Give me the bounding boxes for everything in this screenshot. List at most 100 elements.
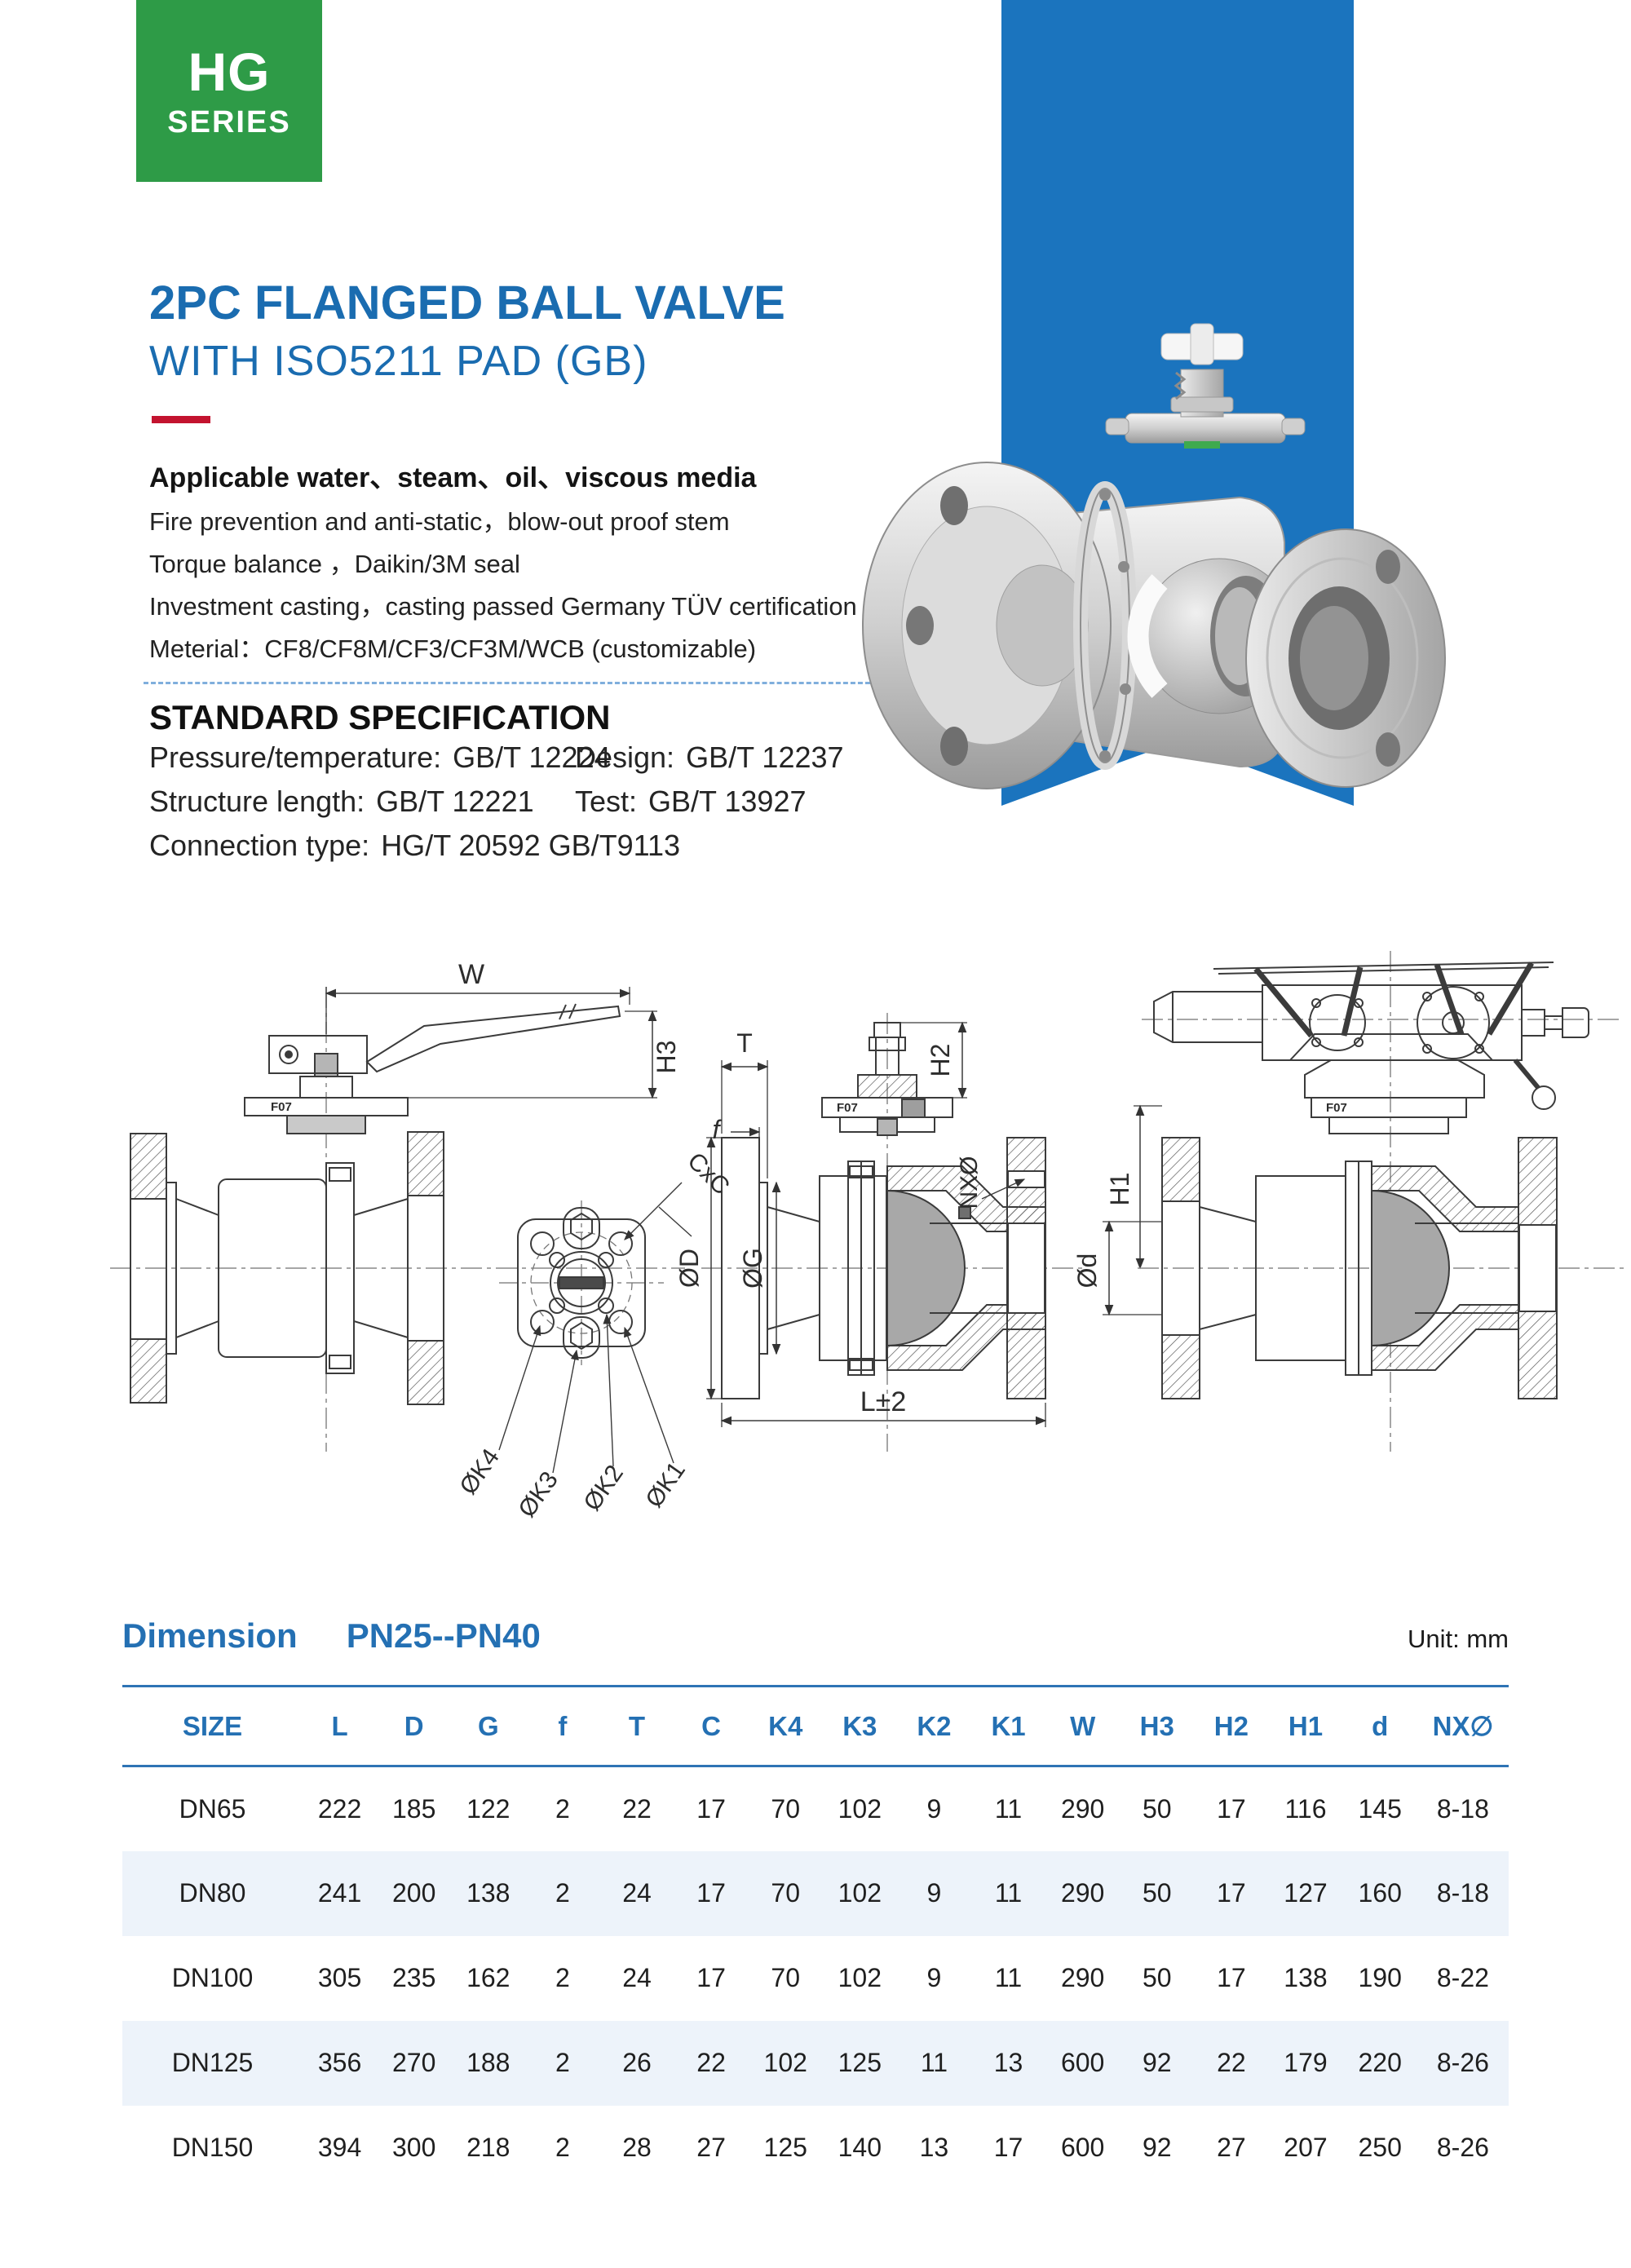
table-row-DN80: DN80 241 200 138 2 24 17 70 102 9 11 290 50 17 127 160 8… (122, 1850, 1509, 1936)
column-header-T: T (599, 1685, 674, 1767)
value-cell: 270 (391, 2048, 436, 2077)
dim-label-dd: Ød (1072, 1253, 1102, 1289)
column-header-K3: K3 (822, 1685, 897, 1767)
value-cell: 17 (696, 1793, 726, 1824)
spec-label: Test: (575, 785, 638, 818)
column-header-K4: K4 (748, 1685, 823, 1767)
table-unit: Unit: mm (1408, 1625, 1509, 1653)
value-cell: 162 (466, 1963, 511, 1992)
value-cell: 102 (838, 1963, 882, 1992)
spec-item: Test: GB/T 13927 (575, 785, 807, 819)
value-cell: 17 (1217, 1963, 1246, 1992)
value-cell: 122 (466, 1793, 511, 1824)
spec-item: Structure length: GB/T 12221 (149, 785, 534, 819)
dim-label-h2: H2 (926, 1044, 955, 1077)
value-cell: 125 (763, 2133, 807, 2162)
feature-line: Investment casting，casting passed German… (149, 592, 857, 621)
size-cell: DN150 (171, 2133, 254, 2162)
value-cell: 70 (771, 1963, 800, 1992)
dim-label-dD: ØD (674, 1249, 704, 1288)
value-cell: 188 (466, 2048, 511, 2077)
value-cell: 13 (993, 2048, 1023, 2077)
feature-headline: Applicable water、steam、oil、viscous media (149, 462, 757, 493)
spec-heading: STANDARD SPECIFICATION (149, 698, 611, 736)
value-cell: 22 (622, 1793, 652, 1824)
value-cell: 13 (919, 2133, 949, 2162)
page-subtitle: WITH ISO5211 PAD (GB) (149, 338, 648, 385)
size-cell: DN80 (179, 1878, 246, 1908)
pad-code: F07 (837, 1101, 858, 1115)
spec-item: Design: GB/T 12237 (575, 741, 844, 775)
value-cell: 22 (696, 2048, 726, 2077)
spec-value: GB/T 12224 (453, 741, 611, 774)
value-cell: 290 (1060, 1878, 1105, 1908)
value-cell: 8-22 (1436, 1963, 1489, 1992)
value-cell: 300 (391, 2133, 436, 2162)
value-cell: 125 (838, 2048, 882, 2077)
valve-product-image (862, 323, 1446, 789)
table-pressure-range: PN25--PN40 (346, 1616, 541, 1655)
column-header-H2: H2 (1194, 1685, 1269, 1767)
value-cell: 70 (771, 1878, 800, 1908)
column-header-H1: H1 (1268, 1685, 1343, 1767)
value-cell: 17 (696, 1878, 726, 1908)
dim-label-k1: ØK1 (640, 1457, 690, 1512)
column-header-f: f (525, 1685, 600, 1767)
value-cell: 24 (622, 1963, 652, 1992)
spec-label: Connection type: (149, 829, 370, 862)
column-header-D: D (377, 1685, 452, 1767)
column-header-W: W (1045, 1685, 1120, 1767)
table-titlebar: Dimension PN25--PN40 Unit: mm (122, 1616, 1509, 1685)
value-cell: 50 (1142, 1963, 1172, 1992)
value-cell: 138 (1284, 1963, 1328, 1992)
value-cell: 8-26 (1436, 2133, 1489, 2162)
spec-value: GB/T 12237 (686, 741, 844, 774)
value-cell: 11 (994, 1793, 1023, 1824)
dim-label-k2: ØK2 (578, 1460, 628, 1515)
series-label: SERIES (167, 104, 291, 139)
value-cell: 2 (555, 1793, 570, 1824)
dim-label-h1: H1 (1105, 1173, 1134, 1206)
value-cell: 185 (391, 1793, 436, 1824)
value-cell: 24 (622, 1878, 652, 1908)
pad-code: F07 (1326, 1101, 1347, 1115)
table-title: Dimension (122, 1616, 298, 1655)
value-cell: 600 (1060, 2048, 1105, 2077)
value-cell: 27 (696, 2133, 726, 2162)
red-accent-bar (152, 416, 210, 423)
value-cell: 11 (920, 2048, 948, 2077)
value-cell: 600 (1060, 2133, 1105, 2162)
spec-value: HG/T 20592 GB/T9113 (381, 829, 681, 862)
value-cell: 92 (1142, 2133, 1172, 2162)
dim-label-l: L±2 (860, 1386, 906, 1417)
size-cell: DN65 (179, 1793, 246, 1824)
value-cell: 11 (994, 1878, 1023, 1908)
value-cell: 102 (763, 2048, 807, 2077)
table-row-DN150: DN150 394 300 218 2 28 27 125 140 13 17 600 92 27 207 2… (122, 2106, 1509, 2191)
value-cell: 145 (1358, 1793, 1402, 1824)
value-cell: 2 (555, 1963, 570, 1992)
feature-line: Torque balance ，Daikin/3M seal (149, 550, 520, 578)
dim-label-k3: ØK3 (513, 1466, 563, 1522)
value-cell: 241 (317, 1878, 362, 1908)
value-cell: 9 (926, 1793, 942, 1824)
value-cell: 11 (994, 1963, 1023, 1992)
column-header-K2: K2 (896, 1685, 971, 1767)
spec-item: Connection type: HG/T 20592 GB/T9113 (149, 829, 680, 863)
value-cell: 8-26 (1436, 2048, 1489, 2077)
value-cell: 8-18 (1436, 1793, 1489, 1824)
table-row-DN125: DN125 356 270 188 2 26 22 102 125 11 13 600 92 22 179 2… (122, 2020, 1509, 2106)
value-cell: 17 (1217, 1878, 1246, 1908)
value-cell: 116 (1284, 1793, 1327, 1824)
dim-label-cxc: CxC (682, 1147, 735, 1200)
dashed-divider (144, 682, 877, 684)
dim-label-t: T (736, 1028, 753, 1058)
value-cell: 207 (1284, 2133, 1328, 2162)
value-cell: 394 (317, 2133, 362, 2162)
value-cell: 190 (1358, 1963, 1402, 1992)
value-cell: 2 (555, 2133, 570, 2162)
value-cell: 28 (622, 2133, 652, 2162)
feature-line: Meterial：CF8/CF8M/CF3/CF3M/WCB (customiz… (149, 634, 757, 663)
